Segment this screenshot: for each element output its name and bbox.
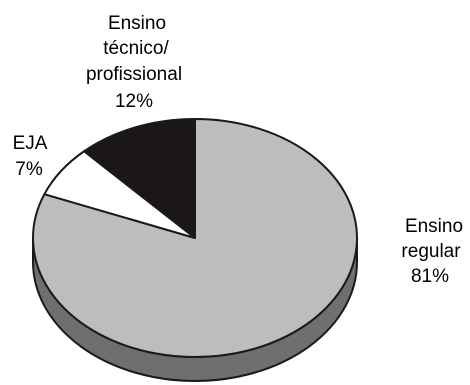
- label-ensino-tecnico: Ensino técnico/ profissional 12%: [86, 13, 182, 112]
- label-line: EJA: [13, 133, 48, 154]
- label-value: 81%: [411, 266, 449, 287]
- pie-slice-2: [83, 118, 196, 239]
- label-ensino-regular: Ensino regular 81%: [401, 216, 463, 287]
- label-line: Ensino: [405, 216, 463, 237]
- label-value: 12%: [115, 91, 153, 112]
- label-eja: EJA 7%: [13, 133, 48, 180]
- label-line: técnico/: [103, 38, 169, 59]
- label-line: profissional: [86, 64, 182, 85]
- pie-layer: [32, 118, 358, 382]
- label-value: 7%: [15, 159, 43, 180]
- label-line: regular: [401, 241, 461, 262]
- label-line: Ensino: [108, 13, 166, 34]
